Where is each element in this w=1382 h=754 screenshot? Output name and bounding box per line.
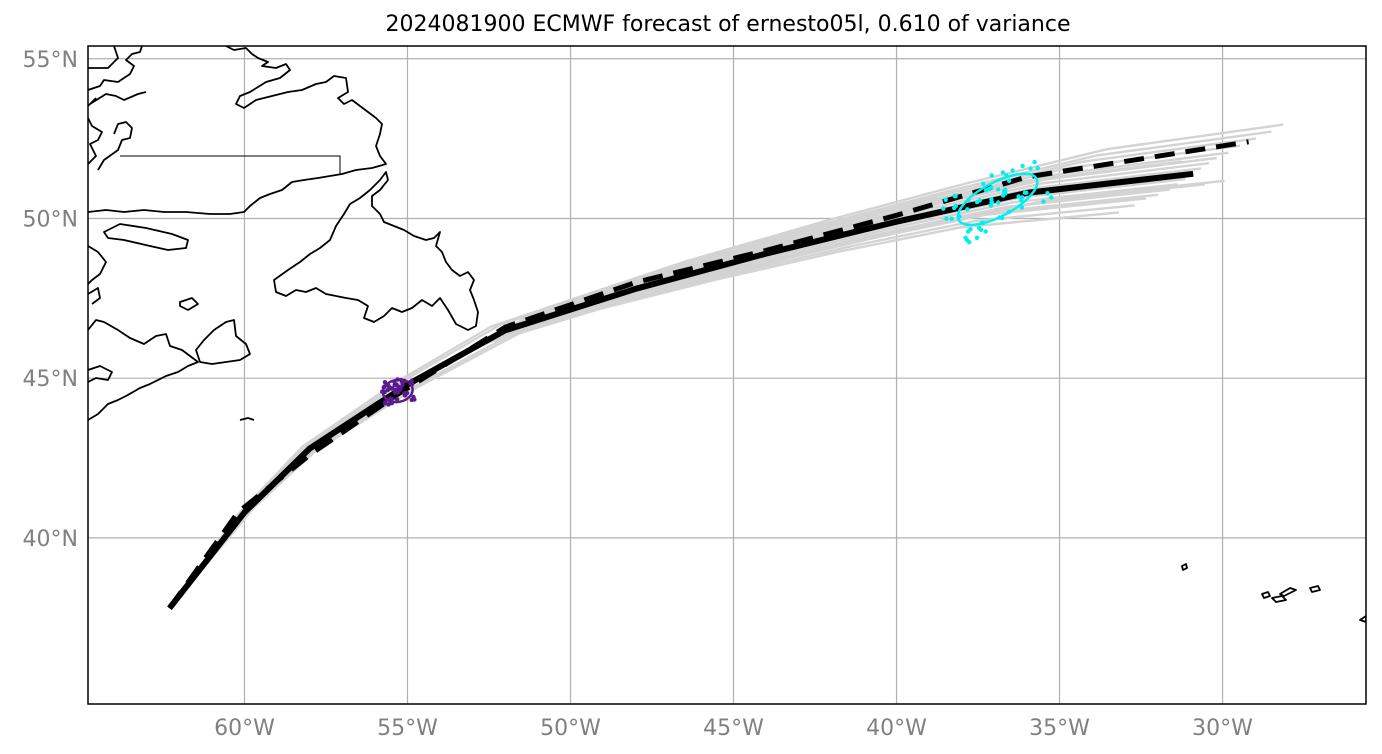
coastline: [88, 46, 1366, 623]
uncertainty-ellipse: [956, 172, 1039, 227]
lon-tick-label: 40°W: [866, 716, 927, 741]
cluster-point: [1016, 194, 1021, 199]
cluster-point: [983, 229, 988, 234]
quebec-labrador-border: [120, 155, 341, 174]
cape-breton: [195, 319, 251, 365]
early-position-cluster: [380, 377, 417, 407]
cluster-point: [1045, 191, 1050, 196]
cluster-point: [402, 393, 408, 398]
cluster-point: [949, 216, 954, 221]
lon-tick-label: 30°W: [1192, 716, 1253, 741]
labrador-coast: [88, 46, 147, 107]
cluster-point: [986, 187, 991, 192]
cluster-point: [952, 193, 957, 199]
cluster-point: [943, 197, 948, 202]
cluster-point: [996, 187, 1001, 192]
cluster-point: [965, 207, 970, 212]
map-title: 2024081900 ECMWF forecast of ernesto05l,…: [385, 12, 1071, 37]
cluster-point: [981, 181, 986, 186]
cluster-point: [400, 382, 405, 387]
cluster-point: [1020, 195, 1025, 200]
cluster-point: [389, 386, 394, 391]
cluster-point: [967, 240, 972, 245]
cluster-point: [398, 385, 403, 391]
anticosti-island: [103, 223, 189, 251]
cluster-point: [941, 206, 946, 211]
map-frame: [87, 45, 1367, 705]
lat-tick-label: 55°N: [23, 48, 78, 73]
cluster-point: [383, 401, 388, 406]
cluster-point: [944, 216, 949, 221]
cluster-point: [989, 197, 994, 202]
cluster-point: [1019, 205, 1024, 210]
sable-island: [239, 417, 255, 421]
cluster-point: [393, 382, 398, 388]
cluster-point: [974, 235, 980, 240]
lon-tick-label: 55°W: [377, 716, 438, 741]
lon-tick-label: 50°W: [540, 716, 601, 741]
cluster-point: [995, 200, 1001, 205]
cluster-point: [411, 394, 416, 400]
cluster-point: [1006, 178, 1012, 183]
gridlines: [88, 46, 1366, 704]
lon-tick-label: 35°W: [1029, 716, 1090, 741]
cluster-point: [988, 203, 994, 208]
lat-tick-label: 40°N: [23, 527, 78, 552]
cluster-point: [974, 199, 980, 205]
cluster-point: [1035, 165, 1040, 171]
lon-tick-label: 45°W: [703, 716, 764, 741]
cluster-point: [989, 173, 994, 178]
cluster-point: [1028, 166, 1033, 171]
newfoundland: [273, 171, 479, 331]
cluster-point: [1000, 170, 1006, 175]
lat-tick-label: 50°N: [23, 207, 78, 232]
cluster-point: [1022, 190, 1028, 195]
axis-ticks: 60°W 55°W 50°W 45°W 40°W 35°W 30°W 55°N 50°N 45°N…: [23, 48, 1254, 741]
cluster-point: [1049, 195, 1054, 200]
lon-tick-label: 60°W: [214, 716, 275, 741]
position-clusters: [380, 159, 1054, 407]
cluster-point: [965, 229, 971, 234]
lat-tick-label: 45°N: [23, 367, 78, 392]
cluster-point: [1020, 163, 1025, 169]
cluster-point: [1041, 199, 1046, 204]
uncertainty-ellipse: [381, 378, 414, 404]
cluster-point: [388, 396, 394, 401]
gaspe-shore: [88, 245, 107, 305]
cluster-point: [1010, 168, 1015, 173]
cluster-point: [989, 200, 994, 205]
cluster-point: [394, 397, 400, 402]
quebec-labrador-notch: [88, 117, 133, 171]
cluster-point: [385, 387, 390, 393]
cluster-point: [1003, 191, 1008, 196]
cluster-point: [976, 225, 982, 231]
cluster-point: [1032, 159, 1037, 165]
nova-scotia-newbrunswick: [88, 297, 199, 421]
late-position-cluster: [941, 159, 1054, 245]
labrador-east-coast: [88, 46, 387, 215]
cluster-point: [953, 203, 958, 209]
cluster-point: [393, 387, 398, 392]
azores-islands: [1181, 563, 1366, 623]
